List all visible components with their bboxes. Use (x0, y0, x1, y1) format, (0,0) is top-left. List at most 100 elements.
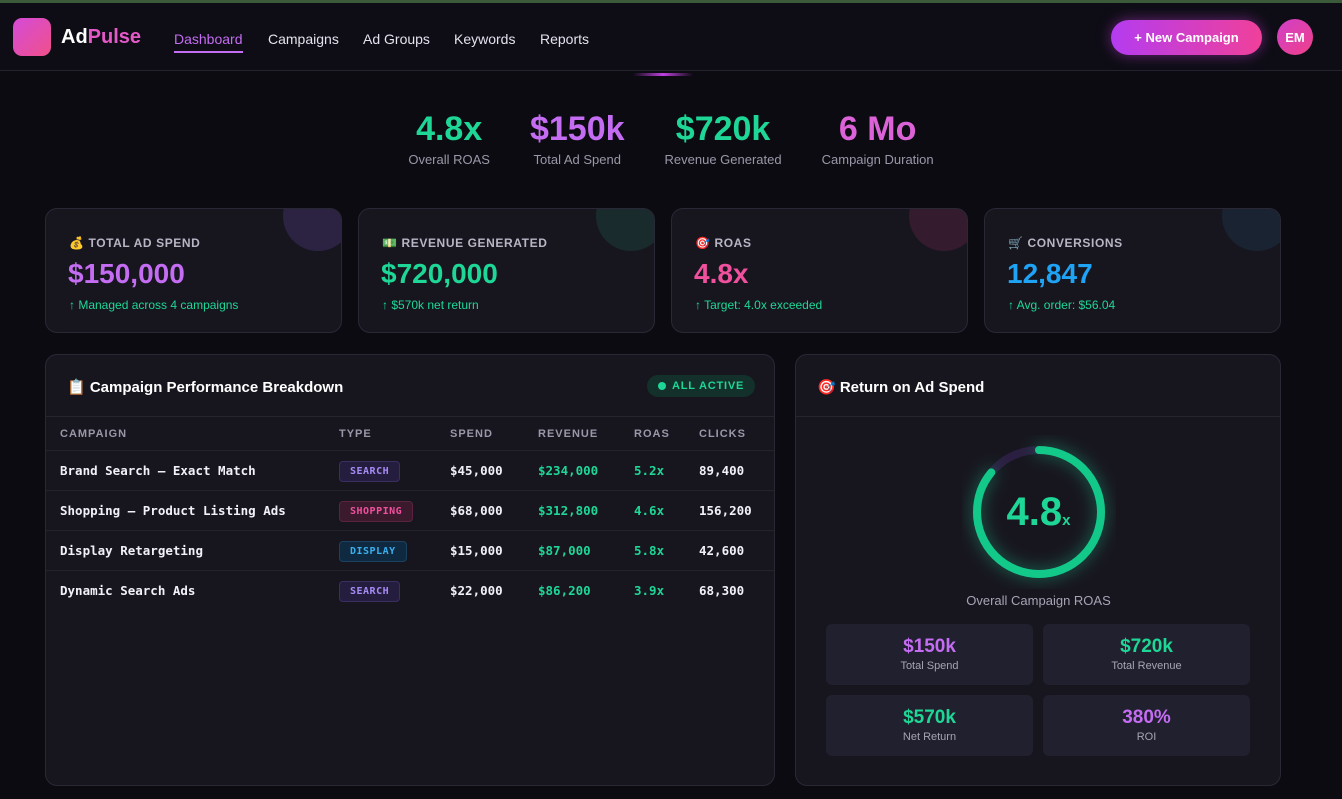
metric-tile: $150k Total Spend (826, 624, 1033, 685)
nav-link[interactable]: Dashboard (174, 31, 243, 53)
table-cell: Shopping – Product Listing Ads (60, 503, 286, 518)
tile-label: ROI (1136, 731, 1157, 743)
metric-tile: $570k Net Return (826, 695, 1033, 756)
brand-prefix: Ad (61, 26, 88, 48)
tile-label: Net Return (902, 731, 957, 743)
stat-note: ↑ Managed across 4 campaigns (69, 298, 239, 312)
avatar[interactable]: EM (1277, 19, 1313, 55)
table-cell: Brand Search – Exact Match (60, 463, 256, 478)
tile-value: $720k (1120, 636, 1173, 657)
divider (46, 416, 774, 417)
metric-tile: $720k Total Revenue (1043, 624, 1250, 685)
stat-value: 12,847 (1007, 258, 1093, 289)
panel-title: 📋 Campaign Performance Breakdown (67, 379, 344, 396)
table-cell: 89,400 (699, 463, 745, 478)
campaign-panel: 📋 Campaign Performance Breakdown ALL ACT… (45, 354, 775, 786)
table-row: Dynamic Search Ads SEARCH $22,000 $86,200 3.… (46, 570, 774, 610)
table-cell: $234,000 (538, 463, 599, 478)
stat-card: 🎯 ROAS 4.8x ↑ Target: 4.0x exceeded (671, 208, 968, 333)
column-header: SPEND (450, 428, 493, 440)
hero-value: $720k (675, 110, 771, 148)
tile-label: Total Revenue (1111, 660, 1182, 672)
table-cell: 156,200 (699, 503, 752, 518)
hero-label: Overall ROAS (408, 152, 490, 167)
roas-ring (973, 446, 1105, 578)
type-badge: SEARCH (339, 461, 401, 482)
stat-label: 💵 REVENUE GENERATED (382, 236, 548, 250)
type-badge: SHOPPING (339, 501, 414, 522)
hero-stats: 4.8x Overall ROAS $150k Total Ad Spend $72… (0, 108, 1342, 167)
hero-item: 6 Mo Campaign Duration (822, 108, 934, 167)
badge-text: ALL ACTIVE (672, 380, 745, 392)
decor (283, 209, 341, 251)
top-line (0, 0, 1342, 3)
table-cell: 68,300 (699, 583, 745, 598)
table-cell: 5.8x (634, 543, 665, 558)
stat-value: $720,000 (381, 258, 498, 289)
decor (596, 209, 654, 251)
hero-label: Campaign Duration (821, 152, 934, 167)
stat-card: 💰 TOTAL AD SPEND $150,000 ↑ Managed across… (45, 208, 342, 333)
stat-note: ↑ Avg. order: $56.04 (1008, 298, 1116, 312)
stat-label: 💰 TOTAL AD SPEND (69, 236, 201, 250)
table-cell: Display Retargeting (60, 543, 203, 558)
roas-panel: 🎯 Return on Ad Spend 4.8x Overall Campai… (795, 354, 1281, 786)
brand[interactable]: AdPulse (61, 26, 141, 49)
ring-arc (973, 446, 1105, 578)
column-header: CAMPAIGN (60, 428, 128, 440)
column-header: ROAS (634, 428, 670, 440)
table-row: Display Retargeting DISPLAY $15,000 $87,000… (46, 530, 774, 570)
stat-value: $150,000 (68, 258, 185, 289)
decor (909, 209, 967, 251)
stat-value: 4.8x (694, 258, 749, 289)
table-cell: $22,000 (450, 583, 503, 598)
hero-value: $150k (529, 110, 625, 148)
table-cell: $86,200 (538, 583, 591, 598)
gauge-caption: Overall Campaign ROAS (966, 593, 1111, 608)
logo-icon[interactable] (13, 18, 51, 56)
hero-label: Revenue Generated (664, 152, 782, 167)
column-header: REVENUE (538, 428, 599, 440)
stat-note: ↑ Target: 4.0x exceeded (695, 298, 823, 312)
table-cell: $68,000 (450, 503, 503, 518)
nav-link[interactable]: Reports (540, 31, 590, 47)
stat-label: 🎯 ROAS (695, 236, 752, 250)
table-cell: Dynamic Search Ads (60, 583, 196, 598)
table-cell: 3.9x (634, 583, 665, 598)
tile-value: $570k (903, 707, 956, 728)
nav-link[interactable]: Campaigns (268, 31, 339, 47)
status-dot (658, 382, 666, 390)
status-badge: ALL ACTIVE (647, 375, 756, 397)
column-header: TYPE (339, 428, 372, 440)
tile-value: $150k (903, 636, 956, 657)
type-badge: DISPLAY (339, 541, 407, 562)
type-badge: SEARCH (339, 581, 401, 602)
stat-note: ↑ $570k net return (382, 298, 479, 312)
table-cell: 42,600 (699, 543, 745, 558)
stat-label: 🛒 CONVERSIONS (1008, 236, 1123, 250)
hero-value: 4.8x (416, 110, 483, 148)
column-header: CLICKS (699, 428, 746, 440)
nav-link[interactable]: Keywords (454, 31, 516, 47)
gauge-number: 4.8 (1006, 490, 1063, 534)
divider (796, 416, 1280, 417)
hero-item: $720k Revenue Generated (665, 108, 782, 167)
table-row: Shopping – Product Listing Ads SHOPPING $6… (46, 490, 774, 530)
gauge-unit: x (1062, 512, 1071, 529)
hero-label: Total Ad Spend (533, 152, 621, 167)
table-cell: $87,000 (538, 543, 591, 558)
panel-title: 🎯 Return on Ad Spend (817, 379, 985, 396)
brand-suffix: Pulse (87, 26, 142, 48)
table-cell: 4.6x (634, 503, 665, 518)
tile-label: Total Spend (900, 660, 959, 672)
table-row: Brand Search – Exact Match SEARCH $45,000 $… (46, 450, 774, 490)
stat-card: 🛒 CONVERSIONS 12,847 ↑ Avg. order: $56.04 (984, 208, 1281, 333)
new-campaign-button[interactable]: + New Campaign (1111, 20, 1262, 55)
hero-value: 6 Mo (838, 110, 917, 148)
metric-tile: 380% ROI (1043, 695, 1250, 756)
table-cell: $15,000 (450, 543, 503, 558)
glow-line (633, 73, 693, 76)
nav-link[interactable]: Ad Groups (363, 31, 430, 47)
hero-item: 4.8x Overall ROAS (408, 108, 490, 167)
